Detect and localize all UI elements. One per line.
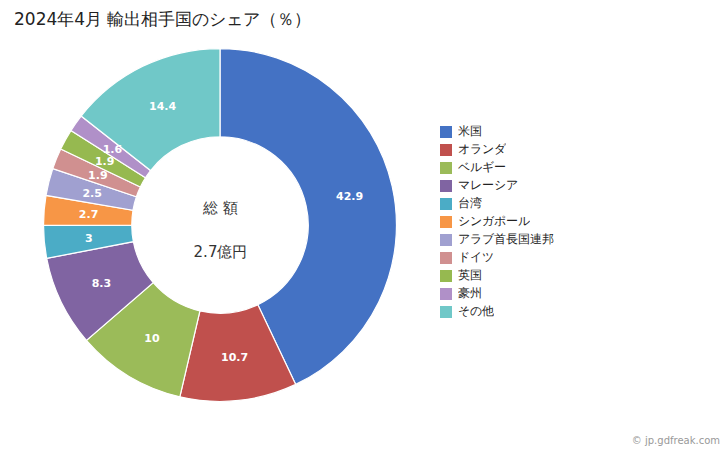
- html-text:米国: 米国: [458, 124, 482, 138]
- html-text:オランダ: オランダ: [458, 142, 506, 156]
- svg-text:14.4: 14.4: [149, 100, 176, 113]
- svg-text:42.9: 42.9: [336, 190, 363, 203]
- svg-text:1.9: 1.9: [95, 155, 115, 168]
- svg-text:10: 10: [144, 332, 160, 345]
- svg-text:1.6: 1.6: [103, 143, 123, 156]
- html-text:その他: その他: [458, 304, 494, 318]
- html-text:© jp.gdfreak.com: © jp.gdfreak.com: [631, 435, 720, 446]
- html-text:ドイツ: ドイツ: [458, 250, 494, 264]
- svg-text:3: 3: [85, 232, 93, 245]
- svg-text:1.9: 1.9: [88, 169, 108, 182]
- svg-text:8.3: 8.3: [92, 277, 112, 290]
- html-text:アラブ首長国連邦: アラブ首長国連邦: [458, 232, 554, 246]
- html-text:台湾: 台湾: [458, 196, 482, 210]
- html-text:豪州: 豪州: [458, 286, 482, 300]
- html-text:シンガポール: シンガポール: [458, 214, 530, 228]
- html-text:ベルギー: ベルギー: [458, 160, 506, 174]
- svg-text:10.7: 10.7: [221, 351, 248, 364]
- html-text:英国: 英国: [458, 268, 482, 282]
- svg-text:2.5: 2.5: [82, 187, 102, 200]
- svg-text:2.7: 2.7: [79, 208, 99, 221]
- svg-text:総 額: 総 額: [202, 199, 238, 217]
- html-text:2024年4月 輸出相手国のシェア（％）: 2024年4月 輸出相手国のシェア（％）: [14, 9, 312, 29]
- html-text:マレーシア: マレーシア: [458, 178, 518, 192]
- svg-text:2.7億円: 2.7億円: [194, 243, 248, 261]
